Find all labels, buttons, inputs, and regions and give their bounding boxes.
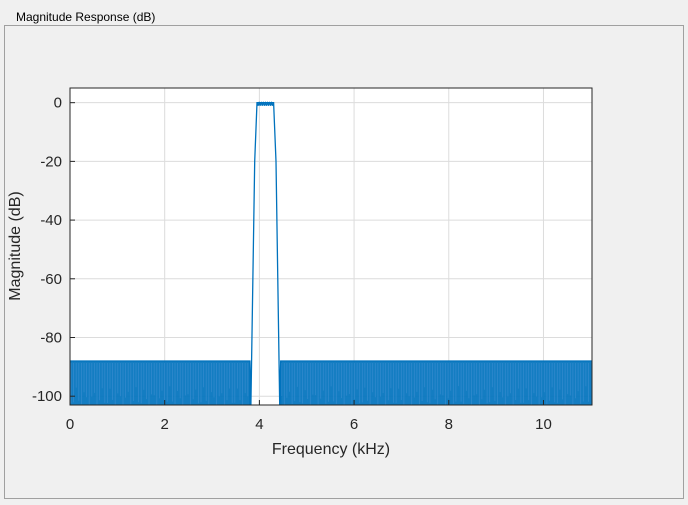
x-axis-label: Frequency (kHz) [272, 441, 390, 458]
y-tick-label: -60 [40, 271, 62, 288]
y-ticks: 0 -20 -40 -60 -80 -100 [32, 95, 75, 405]
upper-stopband-band [280, 360, 592, 405]
x-tick-label: 6 [350, 416, 358, 433]
response-lines [70, 101, 592, 406]
x-tick-label: 4 [255, 416, 263, 433]
y-tick-label: 0 [54, 95, 62, 112]
stopband-ripple-texture [70, 363, 589, 405]
y-tick-label: -20 [40, 153, 62, 170]
y-tick-label: -40 [40, 212, 62, 229]
x-ticks: 0 2 4 6 8 10 [66, 400, 552, 433]
y-axis-label: Magnitude (dB) [7, 191, 24, 300]
y-tick-label: -80 [40, 329, 62, 346]
x-tick-label: 2 [161, 416, 169, 433]
passband-ripple-line [256, 101, 275, 106]
plot-area [70, 88, 592, 405]
magnitude-response-panel [4, 25, 684, 499]
panel-title: Magnitude Response (dB) [12, 10, 160, 24]
x-tick-label: 10 [535, 416, 552, 433]
stopband-ripple [70, 363, 589, 405]
x-tick-label: 8 [445, 416, 453, 433]
plot-box [69, 87, 593, 406]
x-tick-label: 0 [66, 416, 74, 433]
response-outline [70, 102, 592, 406]
y-tick-label: -100 [32, 388, 62, 405]
